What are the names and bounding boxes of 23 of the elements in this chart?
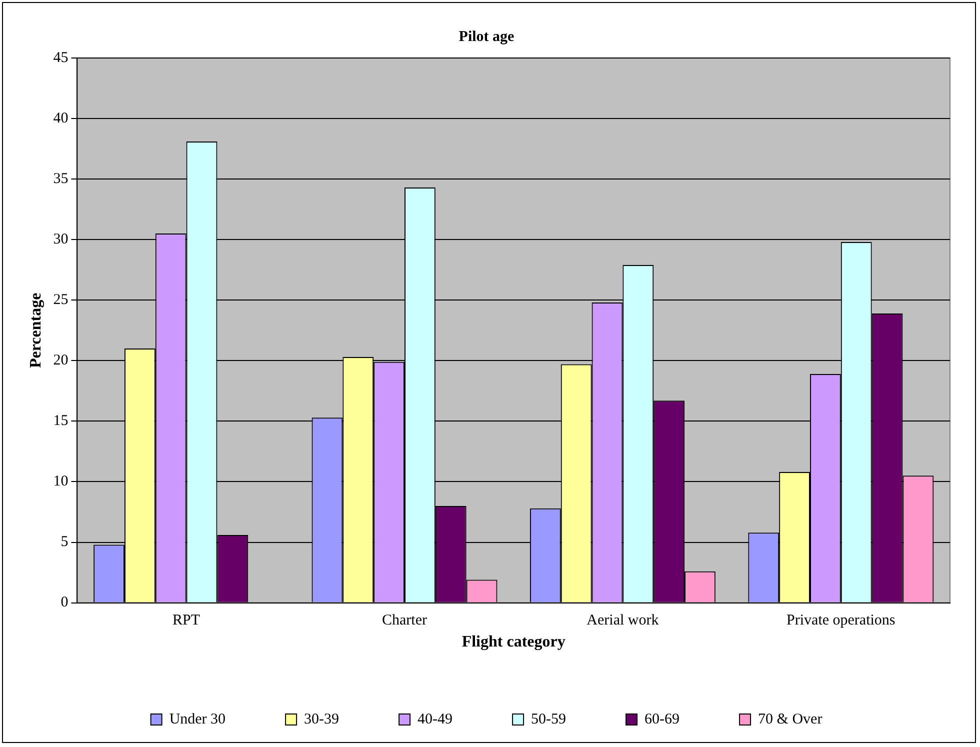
legend-label: 40-49 — [418, 711, 453, 728]
legend-label: 50-59 — [531, 711, 566, 728]
y-tick-label: 0 — [60, 594, 68, 611]
y-tick-label: 15 — [53, 413, 68, 430]
y-axis-title: Percentage — [28, 292, 45, 368]
legend-label: 60-69 — [644, 711, 680, 728]
y-tick-label: 40 — [53, 110, 68, 126]
x-tick-label: Aerial work — [586, 612, 660, 629]
y-tick-label: 30 — [53, 232, 68, 248]
y-tick-label: 25 — [53, 292, 68, 308]
y-tick-label: 20 — [53, 352, 68, 369]
y-tick-label: 10 — [53, 474, 68, 490]
legend-label: 30-39 — [304, 711, 340, 728]
legend-label: 70 & Over — [758, 711, 822, 728]
chart-title: Pilot age — [458, 28, 515, 45]
y-tick-label: 5 — [60, 534, 68, 550]
y-tick-label: 35 — [53, 171, 68, 188]
x-tick-label: RPT — [172, 612, 200, 629]
x-tick-label: Charter — [382, 612, 427, 629]
x-tick-label: Private operations — [786, 612, 896, 629]
x-axis-title: Flight category — [462, 634, 566, 651]
y-tick-label: 45 — [53, 50, 68, 66]
legend-label: Under 30 — [169, 711, 226, 728]
